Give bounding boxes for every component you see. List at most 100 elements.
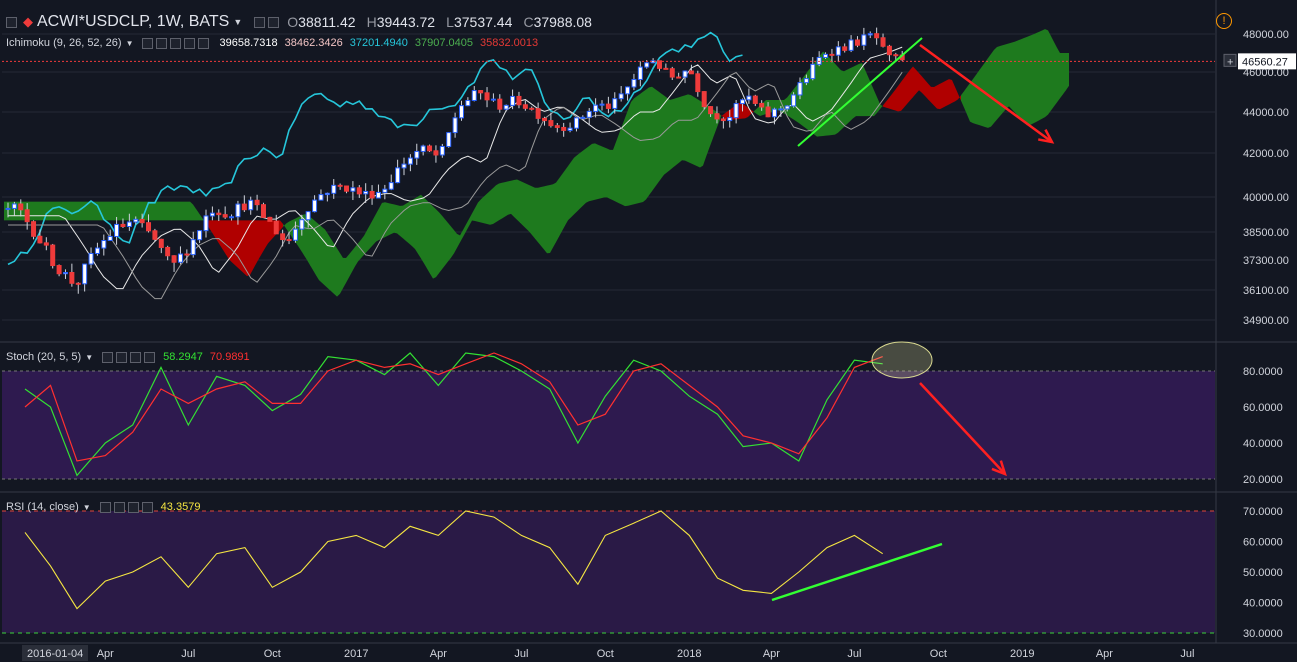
open-value: 38811.42 <box>298 14 356 30</box>
cloud-segment <box>433 206 436 279</box>
kijun-value: 38462.3426 <box>284 37 343 49</box>
candle <box>363 190 369 195</box>
close-icon[interactable] <box>198 37 210 49</box>
cloud-segment <box>601 145 604 199</box>
cloud-segment <box>169 201 172 221</box>
candle <box>107 235 113 242</box>
candle <box>484 92 490 101</box>
rsi-tick-label: 70.0000 <box>1243 506 1283 518</box>
symbol-title[interactable]: ACWI*USDCLP, 1W, BATS <box>37 13 230 30</box>
cloud-segment <box>358 239 361 262</box>
candle <box>580 116 586 119</box>
candle <box>216 212 222 216</box>
cloud-segment <box>691 95 694 165</box>
close-icon[interactable] <box>268 16 280 28</box>
cloud-segment <box>232 220 235 266</box>
candle <box>669 68 675 78</box>
cloud-segment <box>154 201 157 221</box>
settings-icon[interactable] <box>254 16 266 28</box>
settings-icon[interactable] <box>116 351 128 363</box>
cloud-segment <box>937 83 940 110</box>
plus-icon: + <box>1227 56 1233 68</box>
price-down-arrow-head <box>1038 129 1055 144</box>
cloud-segment <box>331 238 334 294</box>
chevron-down-icon[interactable]: ▼ <box>233 17 243 27</box>
cloud-segment <box>1021 38 1024 123</box>
candle <box>388 182 394 190</box>
candle <box>395 167 401 184</box>
chevron-down-icon[interactable]: ▼ <box>85 352 94 362</box>
eye-icon[interactable] <box>99 501 111 513</box>
cloud-segment <box>997 46 1000 120</box>
rsi-label[interactable]: RSI (14, close) <box>6 501 79 513</box>
close-icon[interactable] <box>141 501 153 513</box>
price-tick-label: 42000.00 <box>1243 148 1289 160</box>
cloud-segment <box>340 253 343 294</box>
cloud-segment <box>589 143 592 202</box>
cloud-segment <box>346 254 349 283</box>
cloud-segment <box>160 201 163 221</box>
candle <box>43 242 49 246</box>
price-tick-label: 46000.00 <box>1243 67 1289 79</box>
candle <box>24 209 30 223</box>
candle <box>414 150 420 159</box>
cloud-segment <box>268 220 271 244</box>
cloud-segment <box>745 105 748 119</box>
time-tick-label: Apr <box>97 648 114 660</box>
settings-icon[interactable] <box>113 501 125 513</box>
candle <box>701 91 707 108</box>
cloud-segment <box>502 182 505 219</box>
time-tick-label: Oct <box>597 648 614 660</box>
cloud-segment <box>499 182 502 221</box>
chevron-down-icon[interactable]: ▼ <box>82 502 91 512</box>
cloud-segment <box>988 54 991 128</box>
alert-icon[interactable]: ! <box>1216 13 1232 29</box>
cloud-segment <box>583 148 586 206</box>
eye-icon[interactable] <box>142 37 154 49</box>
format-icon[interactable] <box>170 37 182 49</box>
cloud-segment <box>697 98 700 168</box>
cloud-segment <box>199 213 202 221</box>
cloud-segment <box>424 197 427 269</box>
rsi-tick-label: 60.0000 <box>1243 537 1283 549</box>
candle <box>190 239 196 256</box>
cloud-segment <box>544 185 547 254</box>
candle <box>452 117 458 134</box>
ichimoku-label[interactable]: Ichimoku (9, 26, 52, 26) <box>6 37 122 49</box>
candle <box>331 184 337 194</box>
cloud-segment <box>643 89 646 203</box>
time-tick-label: Jul <box>514 648 528 660</box>
candle <box>273 220 279 235</box>
chevron-down-icon[interactable]: ▼ <box>125 38 134 48</box>
candle <box>593 104 599 112</box>
settings-icon[interactable] <box>156 37 168 49</box>
cloud-segment <box>382 202 385 239</box>
candle <box>177 253 183 263</box>
price-tick-label: 34900.00 <box>1243 315 1289 327</box>
cloud-segment <box>163 201 166 221</box>
more-icon[interactable] <box>184 37 196 49</box>
candle <box>292 228 298 241</box>
candle <box>267 216 273 222</box>
cloud-segment <box>898 82 901 112</box>
collapse-icon[interactable] <box>6 16 17 28</box>
more-icon[interactable] <box>127 501 139 513</box>
candle <box>165 246 171 257</box>
cloud-segment <box>886 97 889 109</box>
candle <box>848 39 854 51</box>
cloud-segment <box>559 174 562 237</box>
candle <box>286 239 292 242</box>
eye-icon[interactable] <box>102 351 114 363</box>
cloud-segment <box>115 201 118 221</box>
cloud-segment <box>820 51 823 137</box>
close-icon[interactable] <box>144 351 156 363</box>
cloud-segment <box>847 68 850 125</box>
candle <box>56 265 62 275</box>
more-icon[interactable] <box>130 351 142 363</box>
cloud-segment <box>220 220 223 250</box>
stoch-label[interactable]: Stoch (20, 5, 5) <box>6 351 82 363</box>
add-alert-button[interactable] <box>1223 53 1237 67</box>
symbol-header: ◆ ACWI*USDCLP, 1W, BATS ▼ O38811.42 H394… <box>6 12 592 32</box>
cloud-segment <box>250 220 253 275</box>
